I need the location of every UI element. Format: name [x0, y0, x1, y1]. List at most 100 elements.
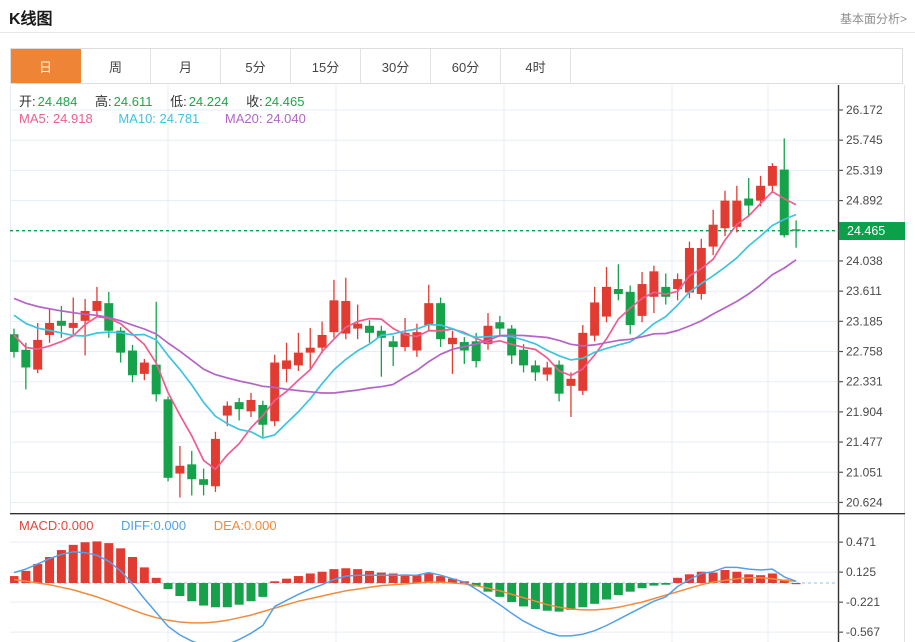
candle-body	[116, 330, 126, 353]
candle[interactable]	[590, 286, 600, 342]
tab-5min[interactable]: 5分	[221, 49, 291, 83]
candlestick-panel[interactable]: 26.172 25.745 25.319 24.892 24.465 24.038 23.6…	[10, 85, 905, 513]
candle[interactable]	[779, 138, 789, 238]
candle[interactable]	[684, 241, 694, 299]
candle[interactable]	[554, 360, 564, 402]
candle[interactable]	[613, 264, 623, 301]
candle[interactable]	[305, 327, 315, 371]
candle-body	[684, 248, 694, 293]
candle[interactable]	[21, 342, 31, 390]
candle[interactable]	[376, 325, 386, 377]
candle[interactable]	[92, 286, 102, 317]
tab-60min[interactable]: 60分	[431, 49, 501, 83]
candle[interactable]	[33, 322, 43, 374]
candle-body	[21, 349, 31, 368]
candle[interactable]	[293, 332, 303, 372]
candle[interactable]	[282, 342, 292, 383]
period-tabbar: 日 周 月 5分 15分 30分 60分 4时	[10, 48, 903, 84]
candle[interactable]	[139, 359, 149, 381]
high-value: 24.611	[113, 94, 153, 109]
macd-bar	[92, 541, 102, 583]
candle[interactable]	[542, 361, 552, 381]
candle[interactable]	[602, 267, 611, 323]
candle[interactable]	[234, 397, 244, 421]
macd-axis-label: -0.567	[846, 625, 880, 639]
candle[interactable]	[661, 273, 671, 305]
macd-value-legend: MACD:0.000	[19, 518, 94, 533]
candle[interactable]	[720, 190, 730, 236]
macd-bar	[495, 583, 505, 597]
macd-panel[interactable]: 0.471 0.125 -0.221 -0.567	[10, 513, 905, 642]
macd-bar	[222, 583, 232, 608]
macd-bar	[104, 543, 114, 583]
candle-body	[744, 198, 754, 206]
fundamental-analysis-link[interactable]: 基本面分析>	[839, 12, 907, 26]
candle[interactable]	[673, 273, 683, 301]
candle-body	[329, 300, 339, 333]
candle[interactable]	[163, 396, 173, 482]
candle[interactable]	[708, 209, 718, 256]
candle[interactable]	[388, 335, 398, 367]
candle-body	[199, 479, 209, 485]
candle[interactable]	[80, 298, 90, 356]
candle[interactable]	[365, 320, 374, 343]
tab-month[interactable]: 月	[151, 49, 221, 83]
macd-bar	[175, 583, 185, 597]
candle[interactable]	[45, 308, 55, 343]
candle[interactable]	[341, 277, 351, 340]
tab-15min[interactable]: 15分	[291, 49, 361, 83]
candle[interactable]	[578, 325, 588, 396]
candle-body	[45, 322, 55, 335]
candle-body	[637, 284, 647, 316]
candle[interactable]	[246, 392, 256, 417]
candle[interactable]	[222, 401, 232, 427]
candle[interactable]	[329, 279, 339, 338]
macd-bar	[708, 572, 718, 583]
candle[interactable]	[104, 291, 114, 338]
tab-day[interactable]: 日	[11, 49, 81, 83]
candle[interactable]	[424, 284, 434, 331]
macd-bar	[779, 579, 789, 583]
tab-4hour[interactable]: 4时	[501, 49, 571, 83]
candle[interactable]	[270, 354, 280, 427]
open-value: 24.484	[37, 94, 78, 109]
macd-bar	[483, 583, 493, 592]
candle[interactable]	[756, 175, 766, 207]
tabbar-filler	[571, 49, 902, 83]
low-value: 24.224	[188, 94, 229, 109]
macd-bar	[554, 583, 564, 612]
candle[interactable]	[530, 360, 540, 381]
candle[interactable]	[187, 450, 197, 496]
candle[interactable]	[68, 297, 78, 335]
candle-body	[756, 185, 766, 201]
macd-bar	[388, 573, 398, 583]
candle[interactable]	[447, 330, 457, 374]
candle-body	[554, 364, 564, 394]
candle[interactable]	[151, 301, 161, 402]
candle[interactable]	[767, 163, 777, 192]
candle[interactable]	[495, 315, 505, 336]
candle[interactable]	[649, 265, 659, 314]
price-axis-label: 24.038	[846, 254, 883, 268]
candle[interactable]	[175, 445, 185, 498]
candle[interactable]	[519, 344, 529, 373]
chart-area[interactable]: 开: 24.484 高: 24.611 低: 24.224 收: 24.465 MA5:…	[10, 84, 905, 642]
candle[interactable]	[317, 321, 327, 354]
candle[interactable]	[791, 220, 801, 248]
candle[interactable]	[483, 313, 493, 350]
tab-week[interactable]: 周	[81, 49, 151, 83]
candle[interactable]	[436, 297, 446, 347]
macd-bar	[293, 576, 303, 583]
candle[interactable]	[566, 372, 576, 417]
candle[interactable]	[625, 285, 635, 335]
tab-30min[interactable]: 30分	[361, 49, 431, 83]
macd-axis-label: -0.221	[846, 595, 880, 609]
candle[interactable]	[10, 328, 19, 358]
candle[interactable]	[637, 272, 647, 323]
ma10-line	[13, 213, 797, 439]
candle[interactable]	[459, 337, 469, 364]
candle[interactable]	[128, 344, 137, 383]
candle[interactable]	[210, 431, 220, 492]
candle[interactable]	[199, 468, 209, 496]
candle[interactable]	[744, 178, 754, 217]
